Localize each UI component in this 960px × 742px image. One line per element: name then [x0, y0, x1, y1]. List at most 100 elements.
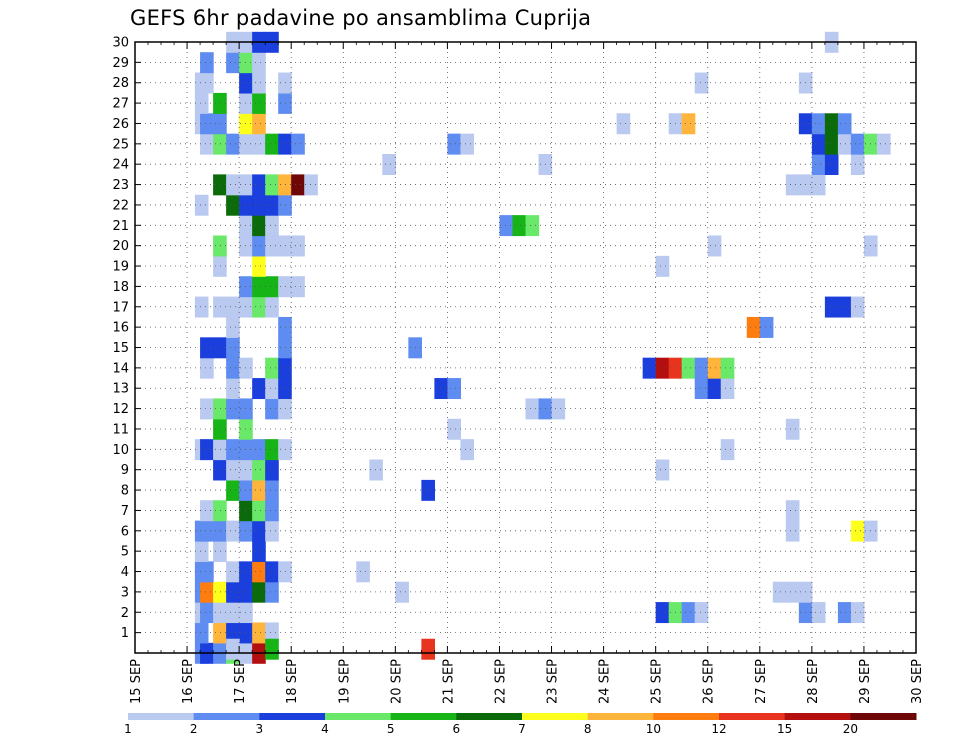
- heatmap-cell: [616, 113, 631, 135]
- heatmap-cell: [278, 276, 292, 298]
- heatmap-cell: [252, 72, 266, 94]
- colorbar-swatch: [325, 713, 392, 720]
- x-tick-label: 29 SEP: [858, 659, 873, 704]
- heatmap-cell: [824, 296, 839, 318]
- heatmap-cell: [213, 581, 227, 603]
- heatmap-cell: [642, 357, 657, 379]
- heatmap-cell: [265, 479, 279, 501]
- y-tick-label: 13: [112, 382, 129, 397]
- heatmap-cell: [213, 296, 227, 318]
- heatmap-cell: [278, 133, 292, 155]
- heatmap-cell: [213, 133, 227, 155]
- y-tick-label: 9: [121, 463, 129, 478]
- heatmap-cell: [213, 500, 227, 522]
- heatmap-cell: [278, 235, 292, 257]
- x-tick-label: 28 SEP: [806, 659, 821, 704]
- heatmap-cell: [525, 398, 540, 420]
- y-tick-label: 27: [112, 97, 129, 112]
- heatmap-cell: [226, 561, 240, 583]
- heatmap-cell: [278, 174, 292, 196]
- heatmap-cell: [265, 235, 279, 257]
- colorbar-label: 5: [387, 722, 395, 736]
- heatmap-cell: [499, 215, 514, 237]
- heatmap-cell: [226, 194, 240, 216]
- heatmap-cell: [252, 113, 266, 135]
- heatmap-cell: [447, 133, 462, 155]
- colorbar-swatch: [653, 713, 720, 720]
- colorbar-label: 15: [777, 722, 792, 736]
- heatmap-cell: [213, 398, 227, 420]
- colorbar-swatch: [259, 713, 326, 720]
- heatmap-cell: [278, 398, 292, 420]
- heatmap-cell: [876, 133, 891, 155]
- heatmap-cell: [681, 357, 696, 379]
- y-tick-label: 1: [121, 626, 129, 641]
- y-tick-label: 2: [121, 606, 129, 621]
- heatmap-cell: [824, 154, 839, 175]
- colorbar-label: 3: [256, 722, 264, 736]
- heatmap-cell: [850, 520, 865, 542]
- heatmap-cell: [226, 296, 240, 318]
- colorbar-swatch: [719, 713, 786, 720]
- heatmap-cell: [226, 638, 240, 660]
- heatmap-cell: [265, 439, 279, 461]
- heatmap-cell: [837, 602, 852, 624]
- heatmap-cell: [265, 378, 279, 400]
- heatmap-cell: [213, 174, 227, 196]
- heatmap-cell: [252, 215, 266, 237]
- heatmap-cell: [655, 602, 670, 624]
- heatmap-cell: [252, 500, 266, 522]
- heatmap-cell: [785, 520, 800, 542]
- heatmap-cell: [707, 378, 722, 400]
- heatmap-cell: [213, 439, 227, 461]
- heatmap-cell: [460, 133, 475, 155]
- heatmap-cell: [265, 638, 279, 660]
- heatmap-cell: [194, 622, 209, 644]
- colorbar-label: 12: [711, 722, 726, 736]
- heatmap-cell: [850, 133, 865, 155]
- heatmap-cell: [278, 316, 292, 338]
- heatmap-cell: [213, 235, 227, 257]
- heatmap-cell: [226, 174, 240, 196]
- heatmap-cell: [421, 638, 435, 660]
- heatmap-cell: [707, 357, 722, 379]
- heatmap-cell: [226, 133, 240, 155]
- heatmap-cell: [785, 418, 800, 440]
- heatmap-cell: [194, 540, 209, 562]
- colorbar: 1 2 3 4 5 6 7 8 10 12 15 20: [124, 713, 917, 736]
- heatmap-cell: [252, 194, 266, 216]
- heatmap-cell: [265, 357, 279, 379]
- colorbar-label: 2: [190, 722, 198, 736]
- heatmap-cell: [200, 500, 214, 522]
- heatmap-cell: [226, 337, 240, 359]
- heatmap-cell: [707, 235, 722, 257]
- heatmap-cell: [213, 337, 227, 359]
- x-tick-label: 26 SEP: [702, 659, 717, 704]
- y-tick-label: 12: [112, 402, 129, 417]
- y-tick-label: 10: [112, 443, 129, 458]
- heatmap-cell: [850, 154, 865, 175]
- heatmap-cell: [265, 194, 279, 216]
- axis-ticks: [134, 41, 917, 653]
- heatmap-cell: [226, 378, 240, 400]
- heatmap-cell: [681, 113, 696, 135]
- heatmap-cell: [213, 520, 227, 542]
- y-tick-label: 8: [121, 484, 129, 499]
- heatmap-cell: [694, 357, 709, 379]
- heatmap-cell: [252, 174, 266, 196]
- heatmap-cell: [382, 154, 396, 175]
- heatmap-cell: [252, 540, 266, 562]
- colorbar-swatch: [850, 713, 917, 720]
- heatmap-cell: [226, 398, 240, 420]
- heatmap-cell: [200, 581, 214, 603]
- heatmap-cell: [226, 520, 240, 542]
- heatmap-cell: [200, 439, 214, 461]
- colorbar-swatch: [522, 713, 589, 720]
- x-tick-label: 30 SEP: [910, 659, 925, 704]
- heatmap-cell: [278, 337, 292, 359]
- heatmap-cell: [200, 561, 214, 583]
- heatmap-cell: [226, 459, 240, 481]
- heatmap-cell: [655, 459, 670, 481]
- heatmap-cell: [200, 72, 214, 94]
- y-tick-label: 28: [112, 76, 129, 91]
